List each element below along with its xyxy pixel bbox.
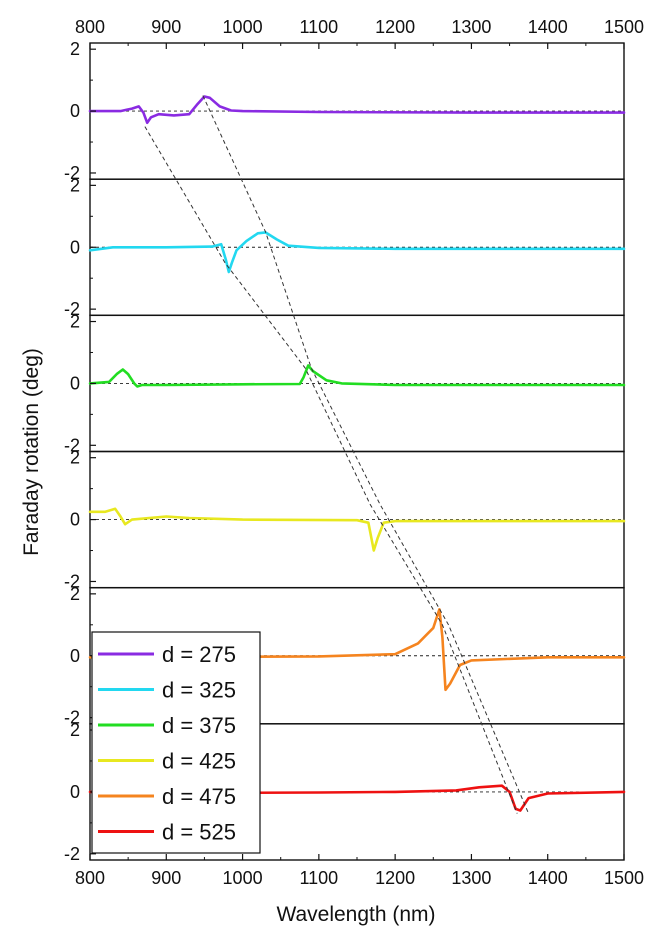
- x-tick-label-bottom: 800: [75, 868, 105, 888]
- legend-label: d = 325: [162, 678, 236, 703]
- y-tick-label: 2: [70, 584, 80, 604]
- y-tick-label: 2: [70, 312, 80, 332]
- guide-lines: [144, 95, 530, 814]
- tick-labels: 800 800 900 900 1000 1000 1100 1100 1200 1200 1300…: [64, 17, 644, 888]
- x-tick-label-top: 900: [151, 17, 181, 37]
- y-tick-label: -2: [64, 571, 80, 591]
- x-axis-label: Wavelength (nm): [276, 903, 435, 926]
- y-tick-label: -2: [64, 844, 80, 864]
- x-tick-label-bottom: 1500: [604, 868, 644, 888]
- legend-box: [91, 631, 261, 854]
- guide-line-2: [202, 95, 530, 814]
- x-tick-label-bottom: 1100: [299, 868, 338, 888]
- y-axis-label: Faraday rotation (deg): [20, 348, 43, 556]
- x-tick-label-bottom: 1000: [223, 868, 263, 888]
- x-tick-label-top: 800: [75, 17, 105, 37]
- x-tick-label-top: 1200: [375, 17, 415, 37]
- x-tick-label-top: 1100: [299, 17, 338, 37]
- y-tick-label: 2: [70, 39, 80, 59]
- legend: d = 275 d = 325 d = 375 d = 425 d = 475 d = 5…: [91, 631, 261, 854]
- y-tick-label: 2: [70, 448, 80, 468]
- legend-label: d = 475: [162, 784, 236, 809]
- data-curves: [88, 95, 626, 812]
- x-tick-label-bottom: 1300: [451, 868, 491, 888]
- curve-275: [88, 95, 626, 125]
- y-tick-label: -2: [64, 163, 80, 183]
- y-tick-label: 0: [70, 373, 80, 393]
- x-tick-label-top: 1000: [223, 17, 263, 37]
- x-tick-label-bottom: 1200: [375, 868, 415, 888]
- x-tick-label-top: 1500: [604, 17, 644, 37]
- legend-label: d = 525: [162, 820, 236, 845]
- x-tick-label-bottom: 900: [151, 868, 181, 888]
- y-tick-label: 2: [70, 720, 80, 740]
- y-tick-label: 2: [70, 175, 80, 195]
- y-tick-label: -2: [64, 435, 80, 455]
- legend-label: d = 275: [162, 642, 236, 667]
- curve-475: [88, 607, 626, 692]
- y-tick-label: 0: [70, 510, 80, 530]
- legend-label: d = 425: [162, 749, 236, 774]
- y-tick-label: 0: [70, 782, 80, 802]
- curve-325: [88, 231, 626, 274]
- y-tick-label: 0: [70, 101, 80, 121]
- y-tick-label: -2: [64, 708, 80, 728]
- y-tick-label: 0: [70, 237, 80, 257]
- curve-425: [88, 507, 626, 552]
- legend-label: d = 375: [162, 713, 236, 738]
- curve-375: [88, 364, 626, 388]
- x-tick-label-top: 1400: [528, 17, 568, 37]
- y-tick-label: -2: [64, 299, 80, 319]
- y-tick-label: 0: [70, 646, 80, 666]
- x-tick-label-top: 1300: [451, 17, 491, 37]
- guide-line-1: [144, 126, 518, 814]
- x-tick-label-bottom: 1400: [528, 868, 568, 888]
